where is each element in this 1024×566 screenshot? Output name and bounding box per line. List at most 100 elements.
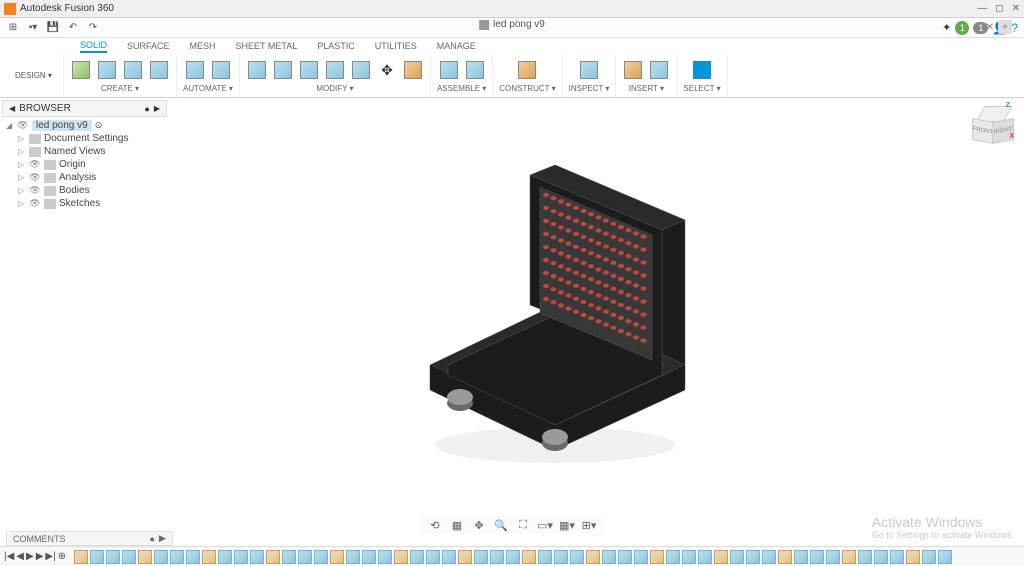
minimize-button[interactable]: — [977,3,987,14]
tab-utilities[interactable]: UTILITIES [375,41,417,51]
extrude-button[interactable] [96,59,118,81]
timeline-feature[interactable] [458,550,472,564]
delete-button[interactable] [402,59,424,81]
timeline-feature[interactable] [362,550,376,564]
timeline-feature[interactable] [922,550,936,564]
undo-button[interactable]: ↶ [66,21,80,35]
plane-button[interactable] [516,59,538,81]
timeline-feature[interactable] [90,550,104,564]
timeline-feature[interactable] [234,550,248,564]
timeline-feature[interactable] [506,550,520,564]
timeline-next[interactable]: ▶ [36,551,44,562]
joint-button[interactable] [438,59,460,81]
timeline-feature[interactable] [250,550,264,564]
timeline-feature[interactable] [602,550,616,564]
tab-solid[interactable]: SOLID [80,40,107,53]
timeline-feature[interactable] [618,550,632,564]
revolve-button[interactable] [122,59,144,81]
fillet-button[interactable] [272,59,294,81]
timeline-feature[interactable] [410,550,424,564]
browser-node[interactable]: ▷👁Origin [6,158,167,171]
timeline-settings[interactable]: ⊕ [58,551,66,562]
help-button[interactable]: ? [1011,21,1018,35]
timeline-feature[interactable] [138,550,152,564]
viewport-model[interactable] [400,165,710,475]
tab-surface[interactable]: SURFACE [127,41,170,51]
tab-mesh[interactable]: MESH [190,41,216,51]
timeline-feature[interactable] [842,550,856,564]
timeline-feature[interactable] [810,550,824,564]
timeline-feature[interactable] [330,550,344,564]
timeline-feature[interactable] [538,550,552,564]
timeline-feature[interactable] [906,550,920,564]
browser-root[interactable]: ◢👁 led pong v9 ⊙ [6,119,167,132]
workspace-selector[interactable]: DESIGN ▾ [4,54,64,97]
automate-button[interactable] [184,59,206,81]
timeline-play[interactable]: ▶ [26,551,34,562]
browser-header[interactable]: ◀ BROWSER ● ▶ [2,100,167,117]
comments-bar[interactable]: COMMENTS ●▶ [6,531,173,546]
timeline-feature[interactable] [106,550,120,564]
timeline-feature[interactable] [794,550,808,564]
timeline-feature[interactable] [874,550,888,564]
timeline-feature[interactable] [826,550,840,564]
browser-node[interactable]: ▷Named Views [6,145,167,158]
timeline-feature[interactable] [650,550,664,564]
timeline-feature[interactable] [170,550,184,564]
timeline-feature[interactable] [938,550,952,564]
tab-manage[interactable]: MANAGE [437,41,476,51]
timeline-feature[interactable] [426,550,440,564]
timeline-feature[interactable] [522,550,536,564]
box-button[interactable] [148,59,170,81]
browser-node[interactable]: ▷Document Settings [6,132,167,145]
timeline-feature[interactable] [282,550,296,564]
timeline-feature[interactable] [554,550,568,564]
measure-button[interactable] [578,59,600,81]
tab-sheetmetal[interactable]: SHEET METAL [236,41,298,51]
lookat-button[interactable]: ▦ [449,518,465,532]
timeline-feature[interactable] [266,550,280,564]
viewport-button[interactable]: ⊞▾ [581,518,597,532]
timeline-feature[interactable] [202,550,216,564]
timeline-feature[interactable] [762,550,776,564]
decal-button[interactable] [648,59,670,81]
close-button[interactable]: ✕ [1012,3,1020,14]
timeline-feature[interactable] [346,550,360,564]
insert-button[interactable] [622,59,644,81]
asbuilt-button[interactable] [464,59,486,81]
timeline-feature[interactable] [698,550,712,564]
timeline-feature[interactable] [778,550,792,564]
pan-button[interactable]: ✥ [471,518,487,532]
timeline-feature[interactable] [666,550,680,564]
notifications-badge[interactable]: 1 [955,21,969,35]
timeline-feature[interactable] [570,550,584,564]
timeline-feature[interactable] [74,550,88,564]
orbit-button[interactable]: ⟲ [427,518,443,532]
tab-plastic[interactable]: PLASTIC [317,41,355,51]
timeline-feature[interactable] [490,550,504,564]
timeline-feature[interactable] [298,550,312,564]
save-button[interactable]: 💾 [46,21,60,35]
display-button[interactable]: ▭▾ [537,518,553,532]
new-sketch-button[interactable] [70,59,92,81]
timeline-feature[interactable] [442,550,456,564]
view-cube[interactable]: FRONT RIGHT Z X [970,104,1016,150]
extensions-button[interactable]: ✦ [942,21,951,34]
grid-button[interactable]: ▦▾ [559,518,575,532]
timeline-feature[interactable] [634,550,648,564]
timeline-feature[interactable] [730,550,744,564]
timeline-feature[interactable] [186,550,200,564]
automate-button-2[interactable] [210,59,232,81]
browser-node[interactable]: ▷👁Bodies [6,184,167,197]
timeline-feature[interactable] [474,550,488,564]
shell-button[interactable] [298,59,320,81]
align-button[interactable]: ✥ [376,59,398,81]
browser-node[interactable]: ▷👁Sketches [6,197,167,210]
timeline-feature[interactable] [682,550,696,564]
grid-icon[interactable]: ⊞ [6,21,20,35]
timeline-feature[interactable] [218,550,232,564]
timeline-feature[interactable] [586,550,600,564]
timeline-feature[interactable] [378,550,392,564]
timeline-prev[interactable]: ◀ [16,551,24,562]
timeline-start[interactable]: |◀ [4,551,14,562]
